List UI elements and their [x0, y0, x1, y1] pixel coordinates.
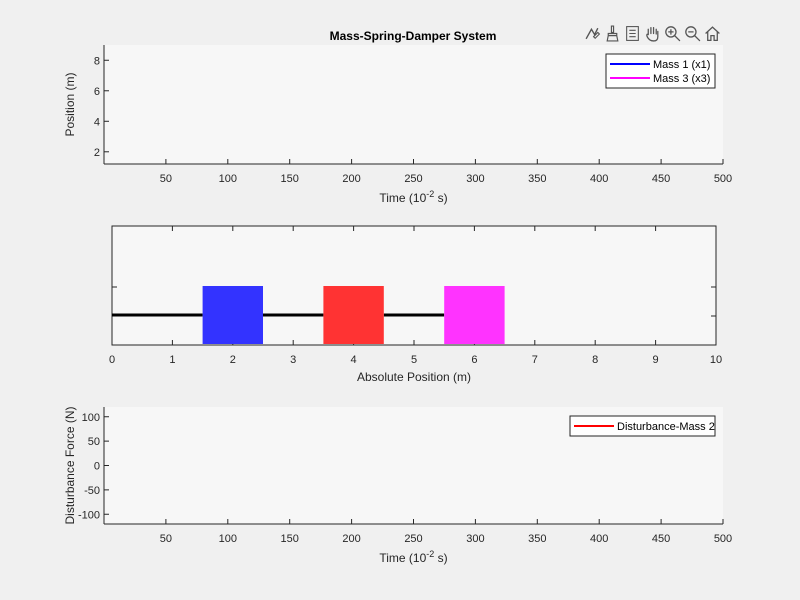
legend-label: Mass 1 (x1): [653, 59, 710, 71]
y-tick-label: -100: [78, 509, 100, 521]
x-tick-label: 400: [590, 173, 608, 185]
x-axis-label-tail: s): [434, 551, 447, 565]
zoom-in-button[interactable]: [663, 23, 682, 43]
y-axis-label: Position (m): [63, 72, 77, 136]
y-tick-label: 6: [94, 86, 100, 98]
legend-box: [569, 415, 716, 437]
y-tick-label: 100: [82, 412, 100, 424]
y-tick-label: 8: [94, 55, 100, 67]
zoom-out-icon: [685, 25, 701, 41]
x-tick-label: 100: [219, 533, 237, 545]
zoom-in-icon: [665, 25, 681, 41]
x-tick-label: 450: [652, 533, 670, 545]
x-tick-label: 4: [351, 354, 357, 366]
mass-block-1: [202, 286, 263, 344]
data-tips-button[interactable]: [583, 23, 602, 43]
legend-toggle-icon: [626, 25, 639, 41]
x-tick-label: 7: [532, 354, 538, 366]
x-tick-label: 350: [528, 533, 546, 545]
disturbance-plot[interactable]: 50 100 150 200 250 300 350 400 450 500100500-50-1…: [63, 406, 732, 565]
axes-toolbar: [583, 23, 722, 43]
y-tick-label: 50: [88, 436, 100, 448]
y-tick-label: -50: [84, 485, 100, 497]
x-tick-label: 50: [160, 533, 172, 545]
legend: Disturbance-Mass 2: [569, 415, 716, 437]
x-tick-label: 250: [404, 173, 422, 185]
x-tick-label: 400: [590, 533, 608, 545]
x-tick-label: 300: [466, 173, 484, 185]
brush-icon: [606, 24, 619, 42]
brush-button[interactable]: [603, 23, 622, 43]
x-tick-label: 50: [160, 173, 172, 185]
x-tick-label: 100: [219, 173, 237, 185]
y-axis-label: Disturbance Force (N): [63, 406, 77, 524]
x-tick-label: 150: [281, 533, 299, 545]
figure-title: Mass-Spring-Damper System: [330, 29, 497, 43]
legend: Mass 1 (x1) Mass 3 (x3): [605, 53, 716, 89]
animation-plot[interactable]: 0 1 2 3 4 5 6 7 8 9 10 Absolute Position (m): [109, 225, 722, 384]
x-tick-label: 1: [169, 354, 175, 366]
x-tick-label: 250: [404, 533, 422, 545]
x-tick-label: 6: [471, 354, 477, 366]
position-plot[interactable]: 50 100 150 200 250 300 350 400 450 500 2 4 6 8 Time (1…: [63, 45, 732, 205]
y-tick-label: 4: [94, 116, 100, 128]
x-axis-label-exponent: -2: [426, 189, 434, 199]
x-axis-label: Time (10-2 s): [379, 549, 447, 565]
x-tick-label: 9: [653, 354, 659, 366]
home-icon: [705, 25, 720, 41]
x-axis-label-main: Time (10: [379, 191, 426, 205]
x-tick-label: 200: [342, 533, 360, 545]
data-tips-icon: [585, 27, 601, 39]
x-axis-label-tail: s): [434, 191, 447, 205]
mass-block-2: [323, 286, 384, 344]
pan-button[interactable]: [643, 23, 662, 43]
mass-block-3: [444, 286, 505, 344]
x-axis-label: Time (10-2 s): [379, 189, 447, 205]
y-tick-label: 0: [94, 461, 100, 473]
legend-toggle-button[interactable]: [623, 23, 642, 43]
x-tick-label: 350: [528, 173, 546, 185]
home-button[interactable]: [703, 23, 722, 43]
x-tick-label: 8: [592, 354, 598, 366]
x-tick-label: 10: [710, 354, 722, 366]
x-tick-label: 500: [714, 533, 732, 545]
x-axis-label-main: Time (10: [379, 551, 426, 565]
legend-label: Disturbance-Mass 2: [617, 421, 715, 433]
x-tick-label: 2: [230, 354, 236, 366]
pan-icon: [646, 26, 659, 42]
x-axis-label-exponent: -2: [426, 549, 434, 559]
x-tick-label: 150: [281, 173, 299, 185]
x-tick-label: 500: [714, 173, 732, 185]
y-tick-label: 2: [94, 147, 100, 159]
x-tick-label: 3: [290, 354, 296, 366]
legend-box: [605, 53, 716, 89]
legend-label: Mass 3 (x3): [653, 73, 710, 85]
x-tick-label: 300: [466, 533, 484, 545]
x-tick-label: 200: [342, 173, 360, 185]
x-tick-label: 5: [411, 354, 417, 366]
x-tick-label: 450: [652, 173, 670, 185]
x-tick-label: 0: [109, 354, 115, 366]
zoom-out-button[interactable]: [683, 23, 702, 43]
x-axis-label: Absolute Position (m): [357, 370, 471, 384]
